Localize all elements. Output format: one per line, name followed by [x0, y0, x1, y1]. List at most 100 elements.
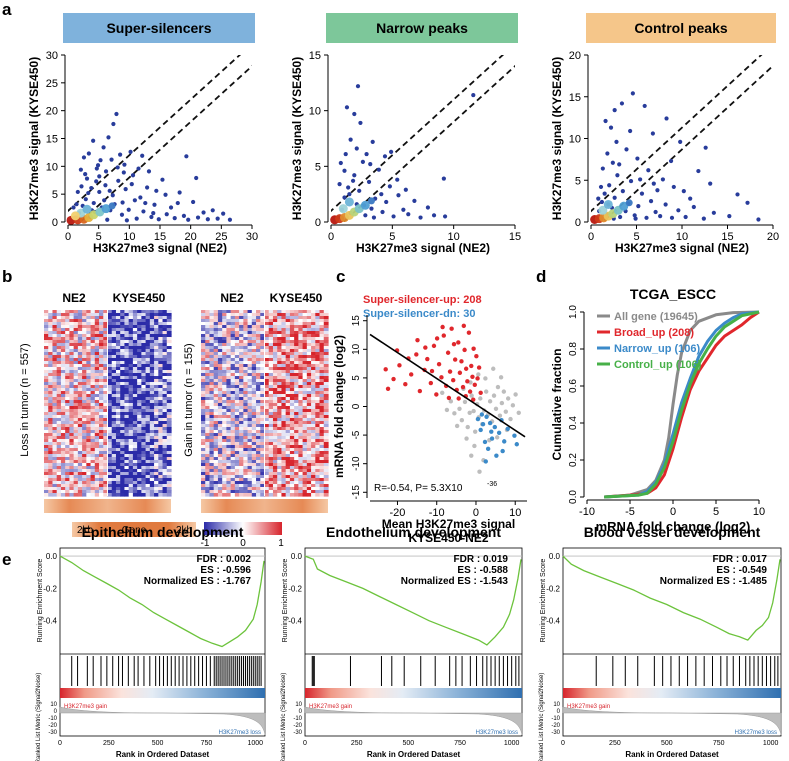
- heatmap-cell: [268, 463, 274, 467]
- heatmap-cell: [73, 352, 79, 356]
- heatmap-cell: [256, 322, 261, 326]
- heatmap-cell: [132, 481, 138, 485]
- heatmap-cell: [260, 424, 266, 428]
- scatter-point: [115, 165, 120, 170]
- heatmap-cell: [234, 346, 240, 350]
- scatter-point: [618, 214, 623, 220]
- heatmap-cell: [141, 400, 147, 404]
- heatmap-cell: [205, 406, 211, 410]
- heatmap-cell: [247, 334, 253, 338]
- heatmap-cell: [162, 436, 168, 440]
- heatmap-cell: [107, 379, 113, 383]
- heatmap-cell: [56, 313, 62, 317]
- heatmap-cell: [60, 403, 66, 407]
- heatmap-cell: [306, 379, 312, 383]
- scatter-point: [91, 138, 96, 143]
- heatmap-cell: [132, 469, 138, 473]
- heatmap-cell: [86, 454, 92, 458]
- heatmap-cell: [260, 310, 266, 314]
- heatmap-cell: [281, 457, 287, 461]
- heatmap-cell: [69, 337, 75, 341]
- heatmap-cell: [285, 457, 291, 461]
- heatmap-cell: [77, 346, 83, 350]
- heatmap-cell: [230, 454, 236, 458]
- heatmap-cell: [213, 397, 219, 401]
- heatmap-cell: [48, 346, 54, 350]
- heatmap-cell: [251, 331, 257, 335]
- heatmap-cell: [145, 463, 151, 467]
- heatmap-cell: [124, 313, 130, 317]
- scatter-point: [136, 166, 141, 171]
- heatmap-cell: [69, 418, 75, 422]
- heatmap-cell: [323, 367, 329, 371]
- heatmap-cell: [94, 355, 100, 359]
- heatmap-cell: [82, 358, 87, 362]
- heatmap-cell: [82, 316, 87, 320]
- heatmap-cell: [281, 361, 287, 365]
- heatmap-cell: [323, 361, 329, 365]
- dn-point: [489, 429, 494, 434]
- heatmap-cell: [103, 352, 109, 356]
- heatmap-cell: [52, 478, 58, 482]
- heatmap-cell: [285, 433, 291, 437]
- heatmap-cell: [289, 466, 295, 470]
- heatmap-cell: [124, 310, 130, 314]
- heatmap-cell: [319, 382, 325, 386]
- heatmap-cell: [94, 445, 100, 449]
- heatmap-cell: [234, 343, 240, 347]
- heatmap-cell: [48, 442, 54, 446]
- x-tick-label: 750: [713, 740, 725, 747]
- heatmap-cell: [323, 322, 329, 326]
- heatmap-cell: [277, 337, 283, 341]
- heatmap-cell: [69, 463, 75, 467]
- heatmap-cell: [111, 412, 117, 416]
- heatmap-cell: [82, 493, 87, 497]
- heatmap-cell: [137, 337, 142, 341]
- heatmap-cell: [315, 463, 321, 467]
- heatmap-cell: [77, 343, 83, 347]
- heatmap-cell: [124, 355, 130, 359]
- heatmap-cell: [222, 487, 227, 491]
- heatmap-cell: [73, 478, 79, 482]
- heatmap-cell: [268, 310, 274, 314]
- heatmap-cell: [60, 460, 66, 464]
- heatmap-cell: [260, 421, 266, 425]
- y-axis-label: H3K27me3 signal (KYSE450): [550, 57, 564, 220]
- heatmap-cell: [158, 313, 164, 317]
- heatmap-cell: [205, 445, 211, 449]
- heatmap-cell: [166, 427, 172, 431]
- heatmap-cell: [82, 385, 87, 389]
- heatmap-cell: [319, 343, 325, 347]
- heatmap-cell: [166, 490, 172, 494]
- heatmap-cell: [90, 403, 96, 407]
- heatmap-cell: [166, 358, 172, 362]
- heatmap-cell: [217, 325, 223, 329]
- grey-point: [510, 403, 516, 408]
- heatmap-cell: [69, 361, 75, 365]
- heatmap-cell: [285, 313, 291, 317]
- heatmap-cell: [115, 481, 121, 485]
- scatter-point: [186, 217, 191, 222]
- heatmap-cell: [162, 310, 168, 314]
- heatmap-cell: [243, 376, 249, 380]
- heatmap-cell: [222, 319, 227, 323]
- heatmap-cell: [65, 376, 70, 380]
- heatmap-cell: [239, 328, 244, 332]
- heatmap-cell: [73, 460, 79, 464]
- heatmap-cell: [103, 361, 109, 365]
- x-axis-label: Rank in Ordered Dataset: [116, 750, 210, 759]
- rank-colorbar: [563, 688, 781, 698]
- heatmap-cell: [86, 379, 92, 383]
- heatmap-cell: [243, 349, 249, 353]
- heatmap-cell: [234, 355, 240, 359]
- heatmap-cell: [281, 331, 287, 335]
- heatmap-cell: [226, 349, 232, 353]
- heatmap-cell: [128, 448, 134, 452]
- heatmap-cell: [141, 391, 147, 395]
- heatmap-cell: [82, 337, 87, 341]
- scatter-point: [412, 198, 417, 203]
- heatmap-cell: [52, 328, 58, 332]
- heatmap-cell: [44, 319, 49, 323]
- heatmap-cell: [158, 451, 164, 455]
